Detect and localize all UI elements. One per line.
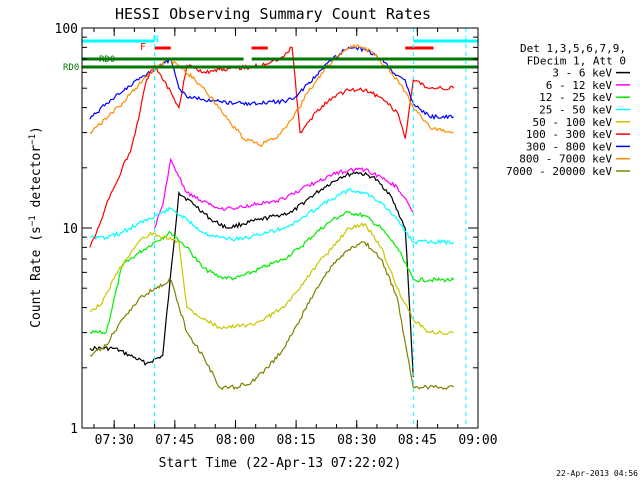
plot-frame <box>81 27 479 429</box>
y-tick-label: 10 <box>62 222 78 237</box>
y-tick-label: 1 <box>70 422 78 437</box>
legend-label: 300 - 800 keV <box>526 140 612 153</box>
series-line-800-7000-kev <box>89 44 454 148</box>
series-line-25-50-kev <box>89 187 455 246</box>
y-axis-label-exp2: −1 <box>28 134 38 145</box>
plot-border <box>81 27 479 429</box>
y-axis-label-exp1: −1 <box>28 215 38 226</box>
n-flag-label: N <box>153 34 159 45</box>
series-line-7000-20000-kev <box>89 241 455 391</box>
legend-label: 12 - 25 keV <box>539 91 612 104</box>
axes: 07:30 07:45 08:00 08:15 08:30 08:45 09:00 1 10 10… <box>55 22 498 448</box>
legend-label: 25 - 50 keV <box>539 104 612 117</box>
x-tick-label: 08:15 <box>277 433 316 448</box>
series-line-50-100-kev <box>89 222 454 336</box>
chart-title: HESSI Observing Summary Count Rates <box>115 5 431 23</box>
x-tick-label: 08:00 <box>216 433 255 448</box>
x-axis-label: Start Time (22-Apr-13 07:22:02) <box>159 456 402 471</box>
legend-label: 100 - 300 keV <box>526 128 612 141</box>
x-tick-label: 07:30 <box>95 433 134 448</box>
rd0-left-label: RD0 <box>63 63 79 73</box>
x-tick-label: 09:00 <box>458 433 497 448</box>
rd0-upper-label: RD0 <box>99 55 115 65</box>
series-line-6-12-kev <box>154 157 414 229</box>
legend-label: 3 - 6 keV <box>552 67 612 80</box>
x-tick-label: 07:45 <box>155 433 194 448</box>
series-line-12-25-kev <box>89 210 455 335</box>
y-axis-label-mid: detector <box>29 145 44 216</box>
legend-label: 7000 - 20000 keV <box>506 165 612 178</box>
x-tick-label: 08:45 <box>398 433 437 448</box>
legend-header: Det 1,3,5,6,7,9, <box>520 42 626 55</box>
plot-lines <box>89 44 455 391</box>
y-tick-label: 100 <box>55 22 78 37</box>
legend: Det 1,3,5,6,7,9,FDecim 1, Att 03 - 6 keV… <box>506 42 630 178</box>
flag-markers: RD0 RD0 FN <box>63 28 478 428</box>
footer-timestamp: 22-Apr-2013 04:56 <box>556 469 638 478</box>
y-axis-label-end: ) <box>29 126 44 134</box>
series-line-3-6-kev <box>89 171 414 377</box>
f-flag-label: F <box>140 42 146 53</box>
y-axis-label-main: Count Rate (s <box>29 226 44 328</box>
legend-label: 6 - 12 keV <box>546 79 613 92</box>
legend-label: 50 - 100 keV <box>533 116 613 129</box>
legend-header: FDecim 1, Att 0 <box>527 54 626 67</box>
y-axis-label: Count Rate (s−1 detector−1) <box>28 126 44 328</box>
legend-label: 800 - 7000 keV <box>519 153 612 166</box>
x-tick-label: 08:30 <box>337 433 376 448</box>
